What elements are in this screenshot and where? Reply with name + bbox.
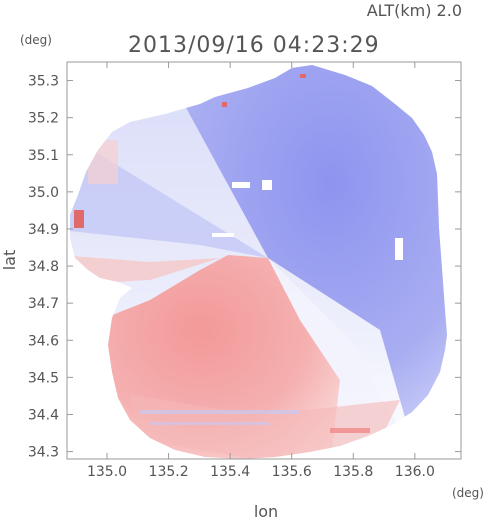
y-tick-label: 34.8 [28,259,59,275]
x-tick-label: 135.4 [210,464,250,480]
radar-field [70,65,447,459]
y-tick-label: 35.1 [28,148,59,164]
x-tick-label: 136.0 [395,464,435,480]
y-axis-ticks: 34.3 34.4 34.5 34.6 34.7 34.8 34.9 35.0 35.1 35.2… [28,74,461,461]
x-axis-ticks: 135.0 135.2 135.4 135.6 135.8 136.0 [87,62,435,480]
y-unit-label: (deg) [20,33,52,47]
y-tick-label: 35.3 [28,74,59,90]
y-tick-label: 35.0 [28,185,59,201]
x-tick-label: 135.2 [149,464,189,480]
y-tick-label: 34.6 [28,333,59,349]
x-axis-label: lon [254,502,278,521]
x-unit-label: (deg) [452,486,484,500]
y-tick-label: 35.2 [28,111,59,127]
plot-frame [66,61,462,460]
altitude-label: ALT(km) 2.0 [367,1,462,20]
y-tick-label: 34.4 [28,407,59,423]
x-tick-label: 135.0 [87,464,127,480]
y-tick-label: 34.7 [28,296,59,312]
chart-title: 2013/09/16 04:23:29 [128,33,380,58]
x-tick-label: 135.8 [333,464,373,480]
y-axis-label: lat [0,250,19,271]
y-tick-label: 34.3 [28,445,59,461]
negative-velocity-region [160,65,447,459]
y-tick-label: 34.5 [28,370,59,386]
x-tick-label: 135.6 [272,464,312,480]
positive-velocity-strip-west [70,255,220,285]
y-tick-label: 34.9 [28,222,59,238]
